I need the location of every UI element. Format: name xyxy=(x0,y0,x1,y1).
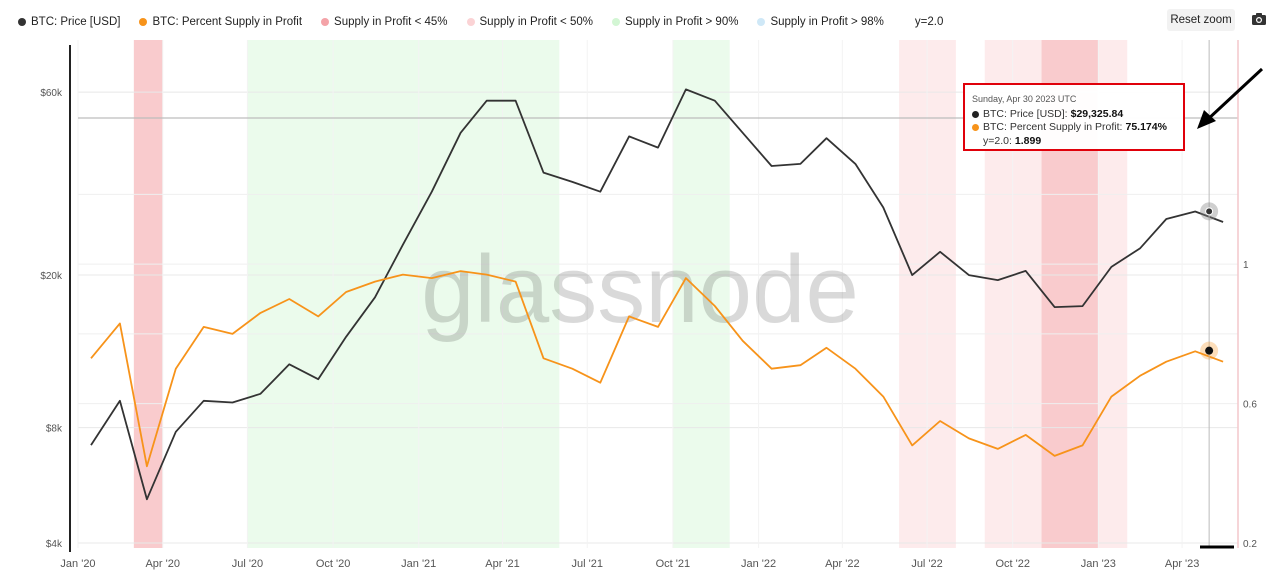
x-tick-label: Jan '21 xyxy=(401,558,436,570)
y-left-tick-label: $8k xyxy=(46,424,63,435)
tooltip-supply-dot xyxy=(972,124,979,132)
x-tick-label: Jul '22 xyxy=(911,558,942,570)
tooltip-ref-value: 1.899 xyxy=(1014,134,1042,147)
legend-item[interactable]: y=2.0 xyxy=(915,16,943,28)
legend-label: Supply in Profit > 98% xyxy=(770,16,884,28)
highlight-overlay xyxy=(1197,40,1264,549)
tooltip-price-dot xyxy=(972,110,979,118)
reset-zoom-button[interactable]: Reset zoom xyxy=(1167,9,1235,31)
y-right-tick-label: 1 xyxy=(1243,260,1249,271)
y-right-tick-label: 0.6 xyxy=(1243,400,1257,411)
tooltip-price-value: $29,325.84 xyxy=(1070,107,1124,120)
y-right-tick-label: 0.2 xyxy=(1243,539,1257,550)
y-left-tick-label: $60k xyxy=(40,88,63,99)
x-tick-label: Apr '21 xyxy=(485,558,520,570)
legend-marker xyxy=(139,18,148,26)
x-tick-label: Apr '20 xyxy=(145,558,180,570)
chart-legend: BTC: Price [USD] BTC: Percent Supply in P… xyxy=(18,11,962,33)
x-tick-label: Jul '21 xyxy=(572,558,603,570)
y-axis-right: 1 0.6 0.2 xyxy=(1243,260,1257,550)
x-tick-label: Oct '22 xyxy=(995,558,1030,570)
legend-marker xyxy=(466,18,475,26)
tooltip-ref-label: y=2.0: xyxy=(983,134,1012,147)
supply-highlight-point xyxy=(1205,346,1214,355)
series-supply-line xyxy=(90,270,1224,468)
hover-tooltip: Sunday, Apr 30 2023 UTC BTC: Price [USD]… xyxy=(963,83,1185,151)
legend-item[interactable]: BTC: Percent Supply in Profit xyxy=(139,16,302,28)
tooltip-row-supply: BTC: Percent Supply in Profit: 75.174% xyxy=(972,121,1183,135)
x-tick-label: Jan '23 xyxy=(1081,558,1116,570)
camera-button[interactable] xyxy=(1246,9,1272,31)
tooltip-row-ref: y=2.0: 1.899 xyxy=(972,135,1183,149)
band-supply-in-profit-90- xyxy=(247,40,334,548)
annotation-arrow-head xyxy=(1197,110,1216,129)
y-left-tick-label: $4k xyxy=(46,539,63,550)
legend-item[interactable]: Supply in Profit < 45% xyxy=(321,16,448,28)
grid-lines xyxy=(77,40,1238,548)
x-tick-label: Jan '20 xyxy=(60,558,95,570)
tooltip-row-price: BTC: Price [USD]: $29,325.84 xyxy=(972,108,1183,122)
legend-item[interactable]: BTC: Price [USD] xyxy=(18,16,120,28)
x-axis: Jan '20 Apr '20 Jul '20 Oct '20 Jan '21 Apr '… xyxy=(60,40,1239,570)
series-layer xyxy=(90,88,1224,501)
x-tick-label: Jan '22 xyxy=(741,558,776,570)
tooltip-price-label: BTC: Price [USD]: xyxy=(983,107,1068,120)
legend-label: Supply in Profit < 45% xyxy=(334,16,448,28)
x-tick-label: Apr '22 xyxy=(825,558,860,570)
band-supply-in-profit-90- xyxy=(333,40,560,548)
legend-label: BTC: Percent Supply in Profit xyxy=(152,16,303,28)
legend-label: y=2.0 xyxy=(914,16,944,28)
tooltip-supply-value: 75.174% xyxy=(1125,121,1167,133)
legend-label: BTC: Price [USD] xyxy=(31,16,121,28)
legend-label: Supply in Profit > 90% xyxy=(624,16,739,28)
x-tick-label: Apr '23 xyxy=(1165,558,1200,570)
legend-marker xyxy=(321,18,330,26)
watermark: glassnode xyxy=(421,236,859,343)
price-highlight-point xyxy=(1205,207,1214,216)
tooltip-supply-label: BTC: Percent Supply in Profit: xyxy=(983,121,1123,133)
legend-item[interactable]: Supply in Profit > 98% xyxy=(757,16,884,28)
x-tick-label: Jul '20 xyxy=(232,558,263,570)
camera-icon xyxy=(1252,12,1266,25)
legend-marker xyxy=(18,18,26,26)
legend-item[interactable]: Supply in Profit < 50% xyxy=(466,16,593,28)
x-tick-label: Oct '21 xyxy=(656,558,691,570)
legend-item[interactable]: Supply in Profit > 90% xyxy=(611,16,739,28)
y-axis-left: $60k $20k $8k $4k xyxy=(40,88,63,550)
series-price-line xyxy=(90,88,1224,501)
y-left-tick-label: $20k xyxy=(40,271,63,282)
tooltip-date: Sunday, Apr 30 2023 UTC xyxy=(972,94,1077,104)
annotation-arrow-shaft xyxy=(1204,67,1264,123)
x-tick-label: Oct '20 xyxy=(316,558,351,570)
legend-label: Supply in Profit < 50% xyxy=(479,16,593,28)
legend-marker xyxy=(757,18,766,26)
legend-marker xyxy=(611,18,620,26)
